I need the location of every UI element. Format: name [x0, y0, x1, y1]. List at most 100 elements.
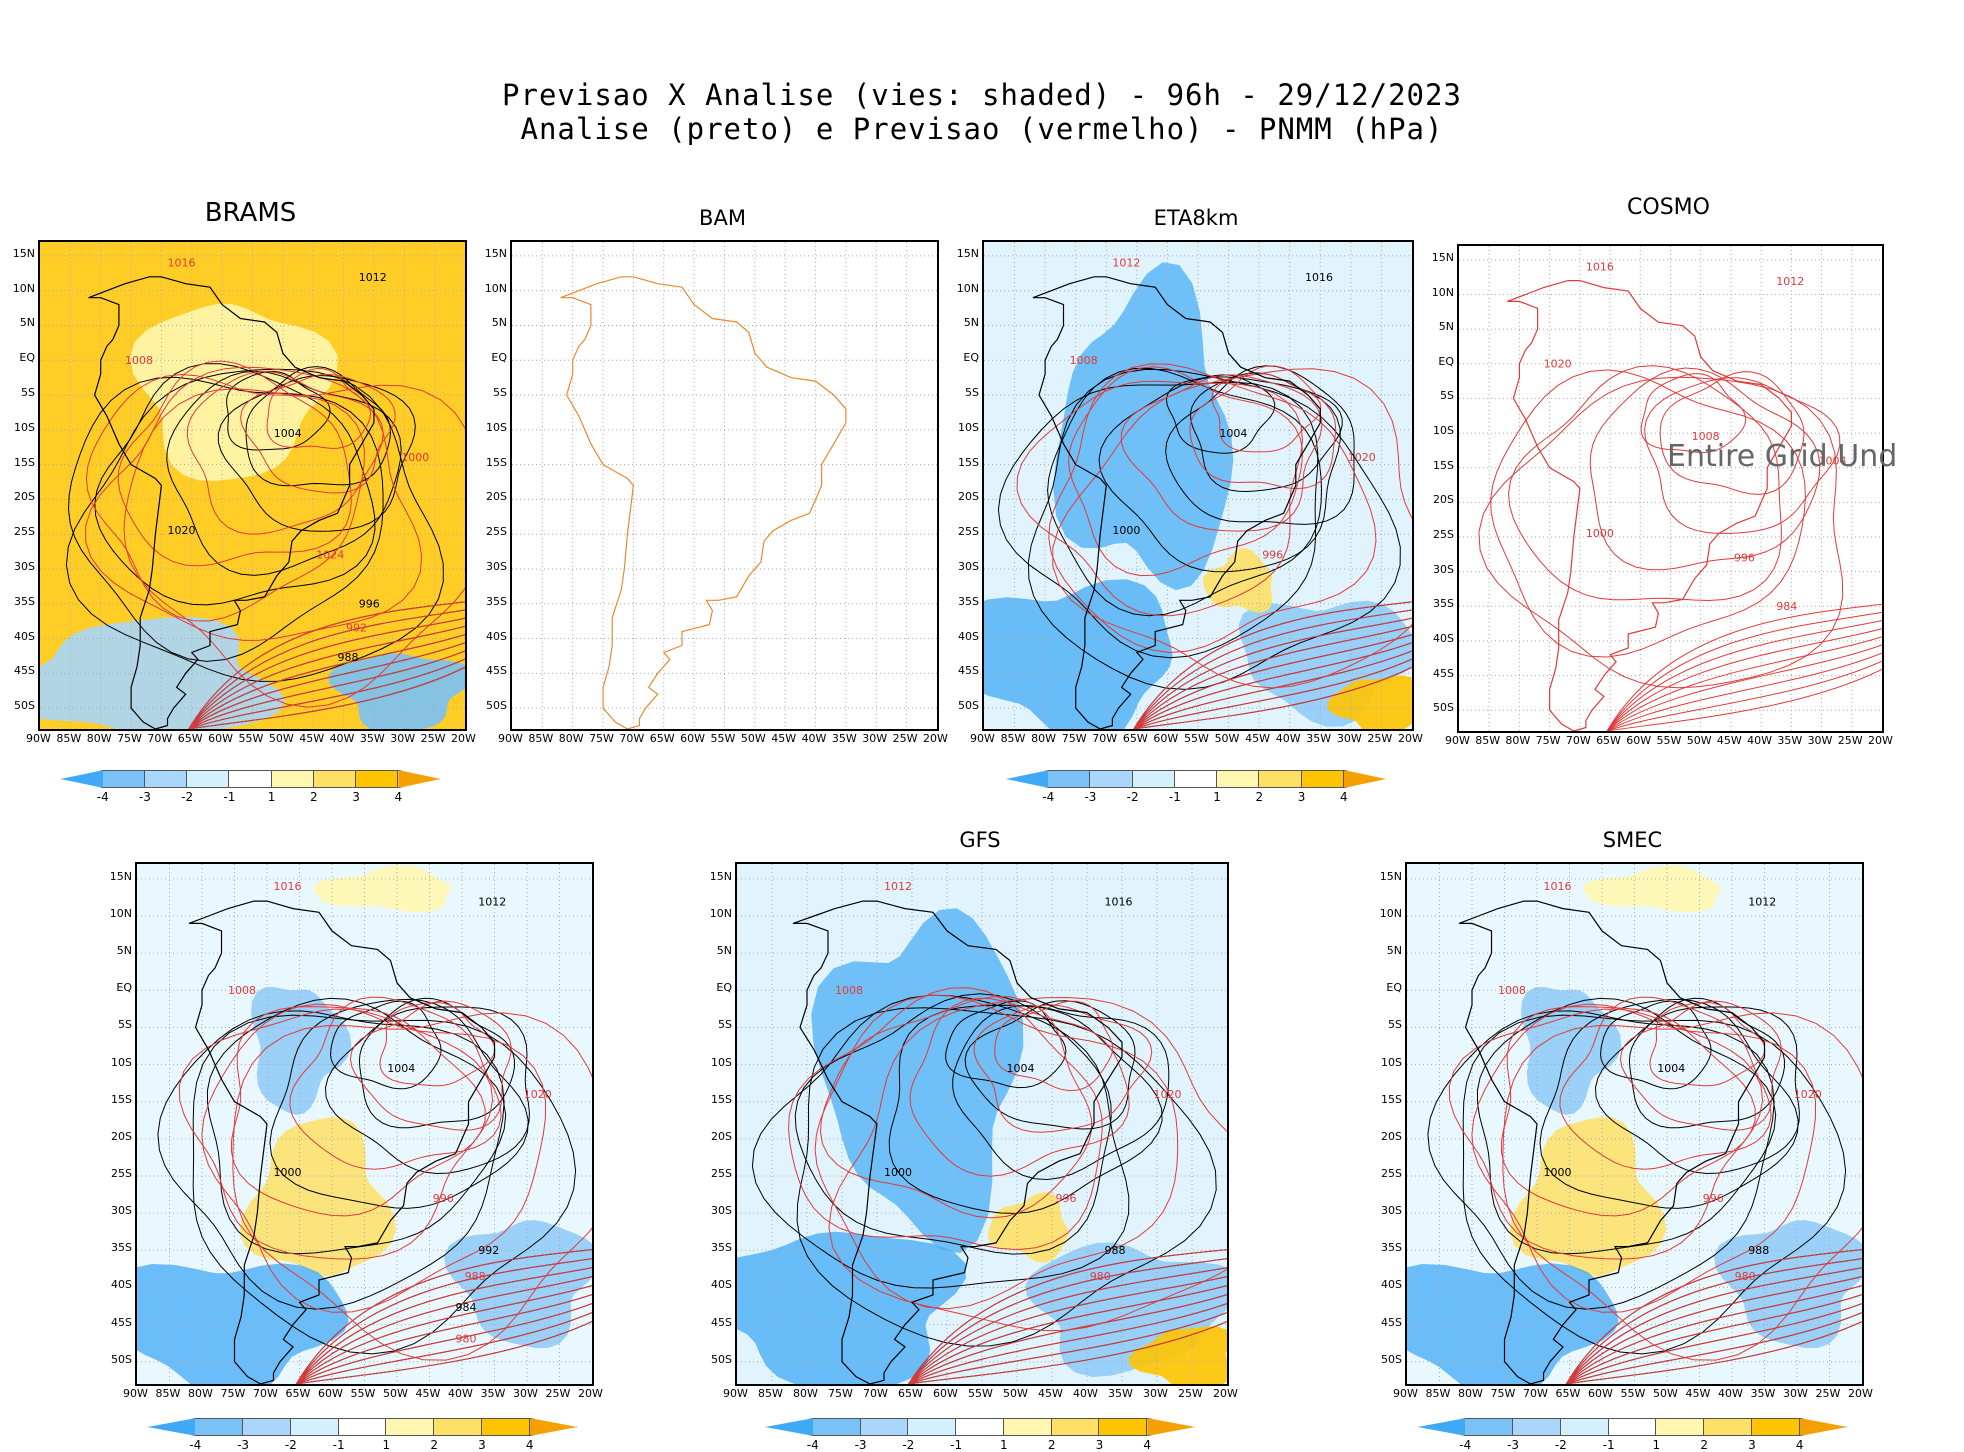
- isobar-contour: [230, 1006, 486, 1217]
- isobar-contour: [217, 374, 416, 532]
- contour-label: 996: [359, 597, 380, 610]
- lat-tick-label: 10S: [958, 420, 979, 434]
- lon-tick-label: 90W: [123, 1387, 148, 1400]
- lon-tick-label: 75W: [117, 732, 142, 745]
- lat-tick-label: 10N: [12, 281, 35, 295]
- isobar-contour: [1507, 365, 1782, 602]
- isobar-contour: [1606, 603, 1882, 731]
- lon-tick-label: 20W: [1868, 734, 1893, 747]
- lon-tick-label: 80W: [793, 1387, 818, 1400]
- coastline: [792, 900, 1123, 1384]
- lat-tick-label: 25S: [486, 525, 507, 539]
- colorbar-label: -4: [1042, 790, 1055, 804]
- isobar-contour: [94, 363, 376, 606]
- lon-tick-label: 55W: [968, 1387, 993, 1400]
- lon-tick-label: 40W: [329, 732, 355, 745]
- isobar-contour: [188, 625, 465, 729]
- lat-tick-label: 15S: [486, 455, 507, 469]
- isobar-contour: [85, 366, 423, 641]
- colorbar-label: -4: [806, 1438, 819, 1452]
- lon-tick-label: 55W: [1656, 734, 1682, 747]
- isobar-contour: [1659, 371, 1805, 495]
- isobar-contour: [188, 650, 465, 729]
- lat-tick-label: EQ: [1438, 354, 1454, 368]
- contour-label: 996: [433, 1192, 454, 1205]
- isobar-contour: [188, 609, 465, 729]
- contour-label: 988: [465, 1270, 486, 1283]
- bias-shading-positive: [314, 865, 451, 913]
- isobar-contour: [1566, 1312, 1862, 1384]
- contour-label: 996: [1262, 549, 1283, 562]
- lon-tick-label: 25W: [1815, 1387, 1841, 1400]
- isobar-contour: [188, 634, 465, 729]
- map-canvas-smec: 1016 1012 1008 1004 1020 1000 996 988 980: [1407, 864, 1862, 1384]
- colorbar-label: -2: [1554, 1438, 1567, 1452]
- lat-tick-label: 5S: [21, 386, 35, 400]
- contour-label: 1024: [316, 549, 344, 562]
- bias-shading-positive: [1584, 865, 1721, 913]
- lon-tick-label: 60W: [1153, 732, 1179, 745]
- map-panel-gfs: 1012 1016 1008 1004 1020 1000 996 988 980: [735, 862, 1229, 1386]
- lon-tick-label: 30W: [1783, 1387, 1808, 1400]
- colorbar-label: 2: [310, 790, 318, 804]
- lat-tick-label: 25S: [958, 525, 979, 539]
- lon-tick-label: 45W: [415, 1387, 441, 1400]
- colorbar-segment: [1051, 1418, 1100, 1436]
- contour-label: 980: [1735, 1270, 1756, 1283]
- isobar-contour: [908, 1321, 1227, 1384]
- isobar-contour: [973, 1004, 1153, 1133]
- map-canvas-bam: [512, 242, 937, 729]
- isobar-contour: [1490, 369, 1806, 658]
- colorbar-segment: [1608, 1418, 1657, 1436]
- isobar-contour: [997, 381, 1319, 659]
- lon-tick-label: 20W: [451, 732, 476, 745]
- bias-shading-positive: [1326, 675, 1412, 729]
- lat-tick-label: 40S: [486, 629, 507, 643]
- lon-tick-label: 30W: [1143, 1387, 1168, 1400]
- lat-tick-label: 10N: [109, 907, 132, 920]
- isobar-contour: [67, 376, 384, 662]
- lat-tick-label: 10S: [111, 1055, 132, 1069]
- lat-tick-label: 10S: [486, 420, 507, 434]
- lon-tick-label: 85W: [1475, 734, 1501, 747]
- isobar-contour: [1471, 1003, 1817, 1313]
- isobar-contour: [188, 642, 465, 729]
- isobar-contour: [157, 1010, 505, 1310]
- isobar-contour: [1566, 1321, 1862, 1384]
- colorbar-segment: [1003, 1418, 1052, 1436]
- colorbar-segment: [1560, 1418, 1609, 1436]
- bias-shading-positive: [1128, 1326, 1227, 1384]
- isobar-contour: [295, 1258, 592, 1384]
- contour-label: 1016: [1105, 896, 1133, 909]
- lat-tick-label: 10N: [956, 281, 979, 295]
- isobar-contour: [1067, 366, 1303, 577]
- lon-tick-label: 85W: [1000, 732, 1026, 745]
- lat-tick-label: 10N: [1431, 285, 1454, 299]
- lon-tick-label: 35W: [1777, 734, 1803, 747]
- lat-tick-label: 15N: [484, 246, 507, 260]
- isobar-contour: [1589, 367, 1821, 571]
- contour-label: 1020: [524, 1088, 552, 1101]
- lon-tick-label: 40W: [1073, 1387, 1098, 1400]
- colorbar-segment: [271, 770, 314, 788]
- colorbar-label: 1: [1213, 790, 1221, 804]
- isobar-contour: [1133, 666, 1412, 729]
- lat-tick-label: 10S: [1381, 1055, 1402, 1069]
- colorbar-label: 4: [525, 1438, 534, 1452]
- colorbar-label: -3: [1084, 790, 1097, 804]
- colorbar-label: 2: [430, 1438, 438, 1452]
- contour-label: 1008: [835, 984, 863, 997]
- lat-tick-label: 30S: [1381, 1204, 1402, 1218]
- lat-tick-label: 45S: [14, 664, 35, 678]
- lat-tick-label: 5N: [716, 944, 732, 958]
- lat-tick-label: 30S: [111, 1204, 132, 1218]
- isobar-contour: [828, 996, 1227, 1332]
- contour-label: 1016: [1586, 260, 1614, 273]
- isobar-contour: [909, 997, 1130, 1177]
- lon-tick-label: 45W: [771, 732, 797, 745]
- isobar-contour: [295, 1285, 592, 1384]
- isobar-contour: [751, 994, 1130, 1289]
- lat-tick-label: 5S: [965, 386, 979, 400]
- lon-tick-label: 55W: [238, 732, 264, 745]
- map-canvas-cosmo: 1016 1012 1020 1008 1004 1000 996 984: [1459, 246, 1882, 731]
